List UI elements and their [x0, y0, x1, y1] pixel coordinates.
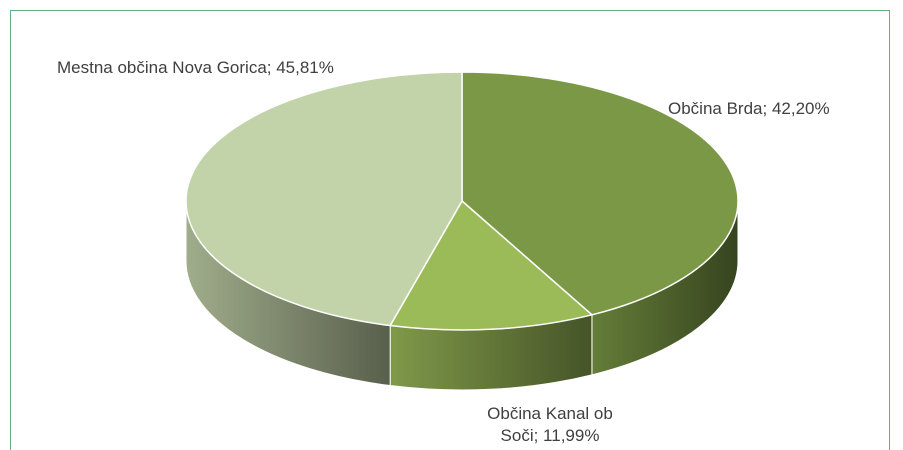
data-label: Občina Brda; 42,20% [668, 99, 830, 118]
pie-slice [185, 71, 463, 327]
pie-slice [461, 71, 739, 316]
chart-frame [10, 10, 890, 450]
data-label: Občina Kanal ob Soči; 11,99% [487, 404, 613, 445]
data-label: Mestna občina Nova Gorica; 45,81% [57, 58, 334, 77]
pie-slice [388, 199, 594, 331]
